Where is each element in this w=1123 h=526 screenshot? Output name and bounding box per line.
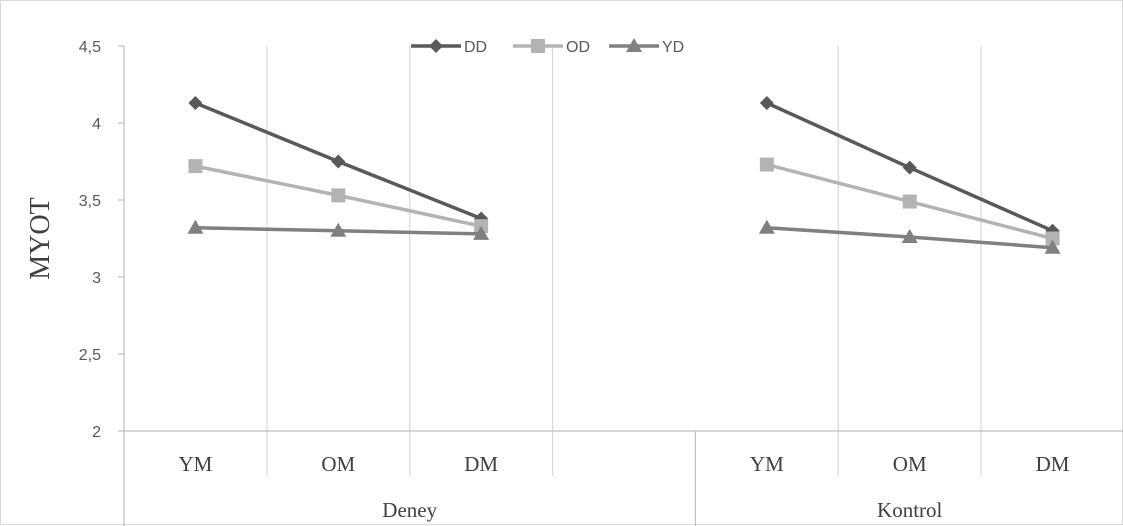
x-category-label: YM <box>179 452 213 476</box>
y-tick-label: 4 <box>92 116 101 133</box>
x-category-label: DM <box>1036 452 1070 476</box>
data-point-yd <box>901 228 918 243</box>
data-point-od <box>759 157 774 172</box>
legend-label: YD <box>662 39 684 56</box>
legend-label: DD <box>464 39 487 56</box>
y-tick-label: 2,5 <box>79 347 101 364</box>
y-axis-title: MYOT <box>25 197 56 279</box>
legend-label: OD <box>566 39 590 56</box>
data-point-yd <box>1044 239 1061 254</box>
legend-marker-yd <box>626 38 642 52</box>
x-category-label: OM <box>893 452 927 476</box>
data-point-od <box>331 188 346 203</box>
x-category-label: OM <box>321 452 355 476</box>
data-point-yd <box>330 222 347 237</box>
data-point-yd <box>473 225 490 240</box>
x-group-label: Deney <box>382 498 437 522</box>
y-tick-label: 3,5 <box>79 193 101 210</box>
legend-marker-dd <box>429 39 443 53</box>
y-tick-label: 3 <box>92 270 101 287</box>
legend-marker-od <box>531 39 545 53</box>
data-point-yd <box>758 219 775 234</box>
data-point-dd <box>331 154 346 169</box>
data-point-dd <box>188 95 203 110</box>
y-tick-label: 2 <box>92 424 101 441</box>
x-category-label: YM <box>750 452 784 476</box>
data-point-dd <box>902 160 917 175</box>
data-point-dd <box>759 95 774 110</box>
data-point-od <box>902 194 917 209</box>
x-category-label: DM <box>464 452 498 476</box>
x-group-label: Kontrol <box>877 498 942 522</box>
data-point-od <box>1045 231 1060 246</box>
data-point-yd <box>187 219 204 234</box>
data-point-od <box>188 159 203 174</box>
y-tick-label: 4,5 <box>79 39 101 56</box>
